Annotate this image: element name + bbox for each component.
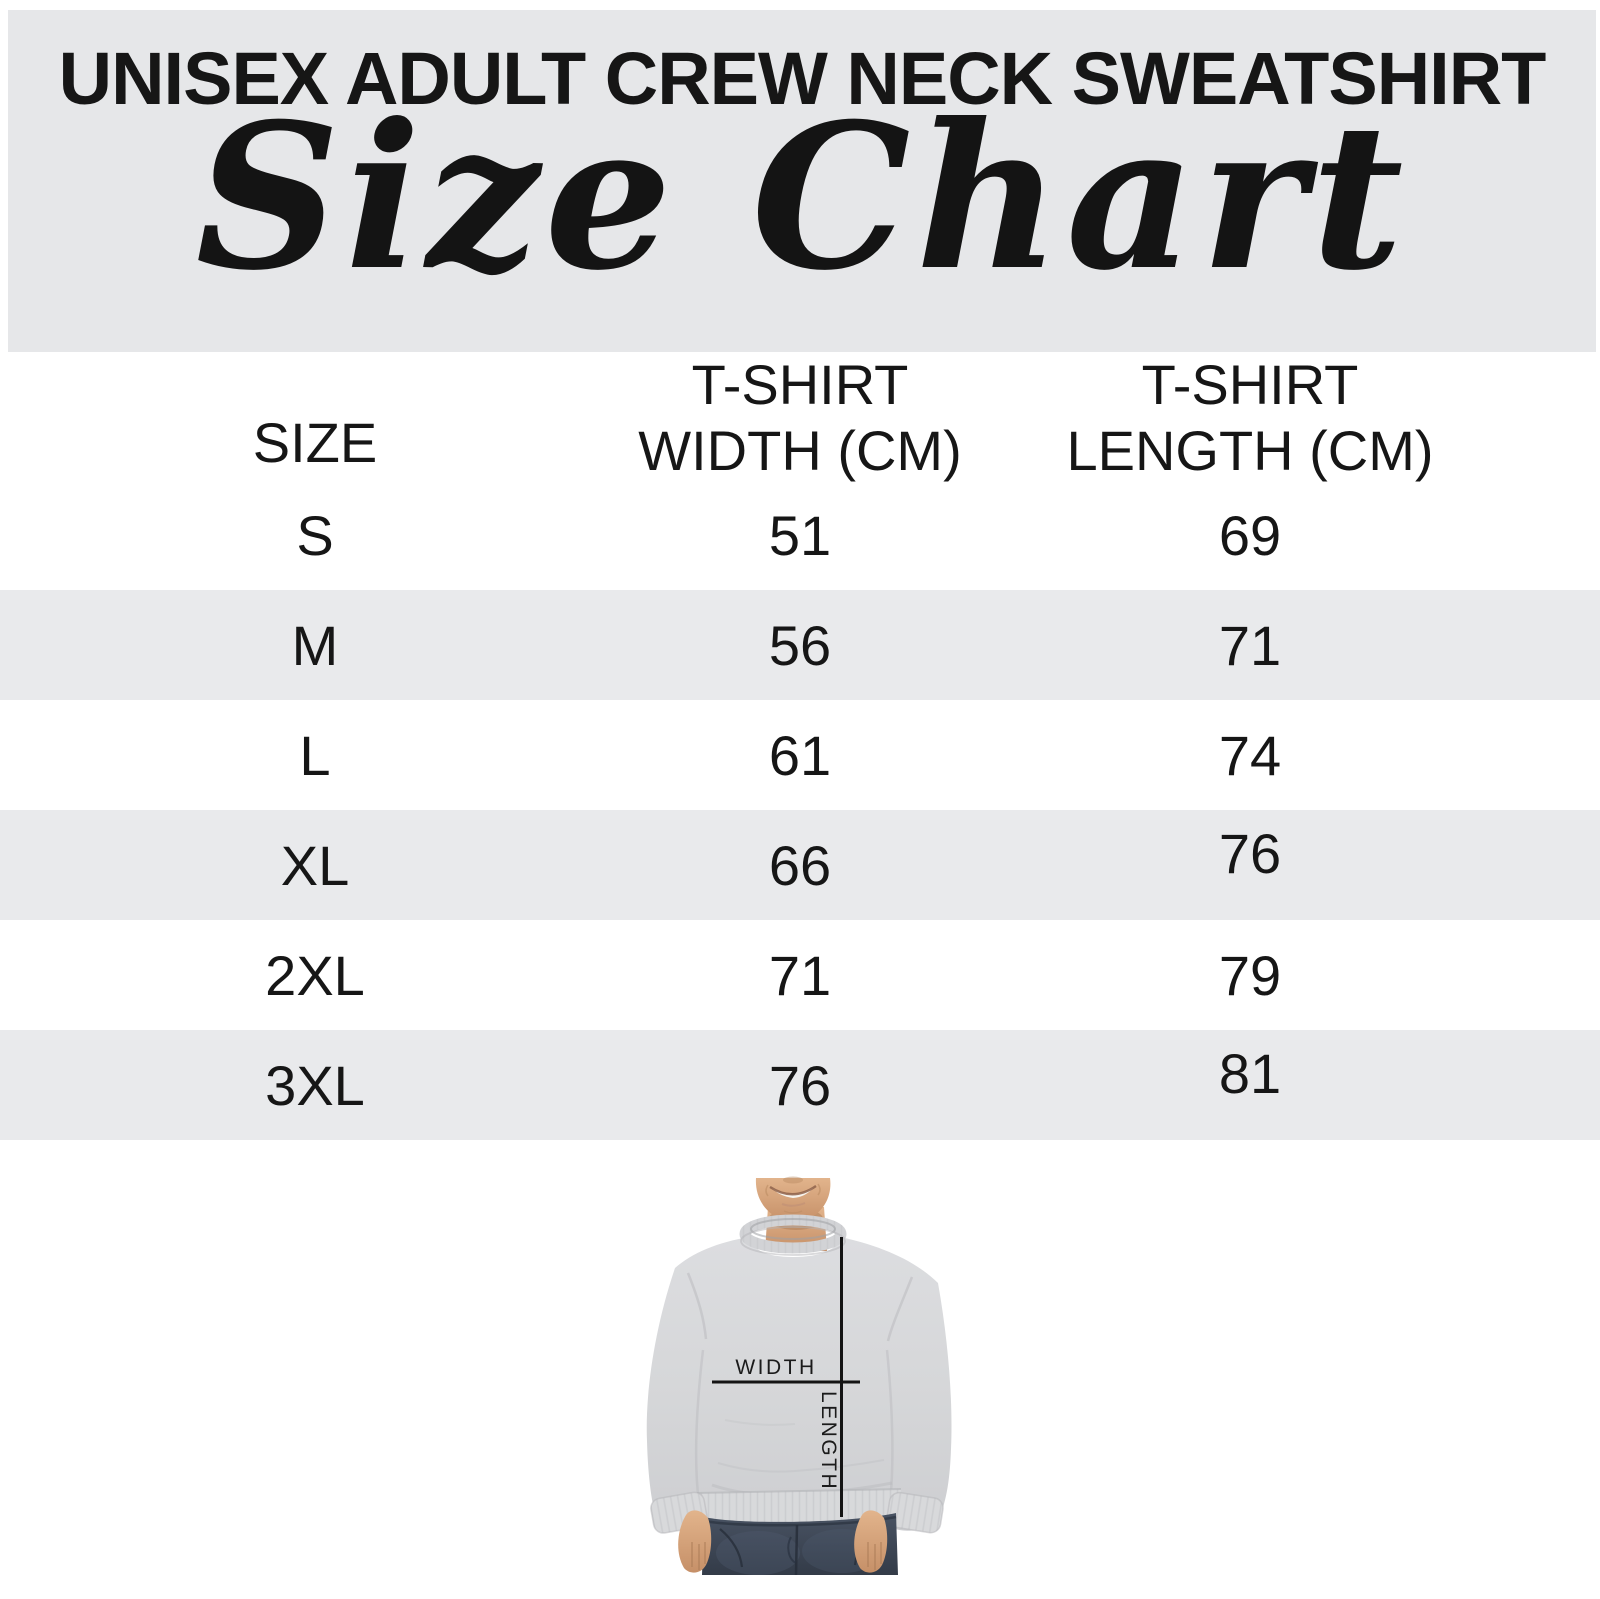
- lower-lip-line: [781, 1202, 806, 1207]
- measurement-overlay: WIDTH LENGTH: [712, 1237, 860, 1517]
- column-header-width-line2: WIDTH (CM): [638, 419, 962, 482]
- table-row-m: M 56 71: [0, 590, 1600, 700]
- size-cell: S: [296, 503, 334, 567]
- chin-crease: [783, 1210, 803, 1214]
- width-label: WIDTH: [735, 1356, 816, 1379]
- table-row-l: L 61 74: [0, 700, 1600, 810]
- jeans: [702, 1513, 898, 1575]
- column-header-size: SIZE: [252, 411, 378, 474]
- hands: [678, 1510, 888, 1573]
- sweatshirt: [646, 1214, 952, 1534]
- hand-right: [854, 1510, 888, 1573]
- model-photo: WIDTH LENGTH: [600, 1165, 1000, 1575]
- sweatshirt-measure-illustration: WIDTH LENGTH: [646, 1176, 952, 1575]
- size-cell: 2XL: [265, 943, 365, 1007]
- width-cell: 71: [768, 943, 832, 1007]
- nose-shadow: [783, 1176, 803, 1184]
- column-header-length-line1: T-SHIRT: [1141, 353, 1359, 416]
- length-cell: 76: [1218, 821, 1282, 885]
- width-cell: 61: [768, 723, 832, 787]
- column-header-length-line2: LENGTH (CM): [1066, 419, 1434, 482]
- length-label: LENGTH: [817, 1391, 840, 1491]
- face: [755, 1176, 831, 1251]
- size-cell: L: [299, 723, 331, 787]
- size-cell: 3XL: [265, 1053, 365, 1117]
- length-cell: 69: [1218, 503, 1282, 567]
- table-row-s: S 51 69: [0, 480, 1600, 590]
- length-cell: 74: [1218, 723, 1282, 787]
- collar: [739, 1214, 847, 1256]
- table-row-xl: XL 66 76: [0, 810, 1600, 920]
- upper-lip-line: [769, 1185, 817, 1196]
- table-header-row: SIZE T-SHIRT WIDTH (CM) T-SHIRT LENGTH (…: [0, 352, 1600, 482]
- table-row-3xl: 3XL 76 81: [0, 1030, 1600, 1140]
- width-cell: 66: [768, 833, 832, 897]
- smile-folds: [765, 1183, 821, 1197]
- hand-left: [678, 1510, 712, 1573]
- size-table: SIZE T-SHIRT WIDTH (CM) T-SHIRT LENGTH (…: [0, 352, 1600, 1140]
- table-row-2xl: 2XL 71 79: [0, 920, 1600, 1030]
- length-cell: 79: [1218, 943, 1282, 1007]
- title-block: UNISEX ADULT CREW NECK SWEATSHIRT Size C…: [8, 10, 1596, 352]
- column-header-width: T-SHIRT WIDTH (CM): [630, 352, 970, 484]
- cuff-right: [886, 1491, 944, 1534]
- smile-teeth: [772, 1187, 814, 1198]
- column-header-width-line1: T-SHIRT: [691, 353, 909, 416]
- size-chart-script-title: Size Chart: [195, 80, 1409, 315]
- width-cell: 51: [768, 503, 832, 567]
- width-cell: 56: [768, 613, 832, 677]
- product-title: UNISEX ADULT CREW NECK SWEATSHIRT: [58, 37, 1547, 120]
- size-cell: M: [291, 613, 339, 677]
- column-header-length: T-SHIRT LENGTH (CM): [970, 352, 1530, 484]
- width-cell: 76: [768, 1053, 832, 1117]
- sweatshirt-body: [646, 1237, 952, 1531]
- size-cell: XL: [280, 833, 350, 897]
- length-cell: 71: [1218, 613, 1282, 677]
- length-cell: 81: [1218, 1041, 1282, 1105]
